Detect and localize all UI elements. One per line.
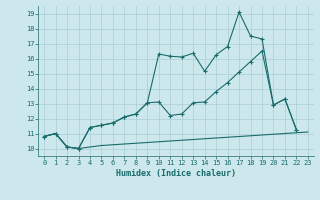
X-axis label: Humidex (Indice chaleur): Humidex (Indice chaleur): [116, 169, 236, 178]
